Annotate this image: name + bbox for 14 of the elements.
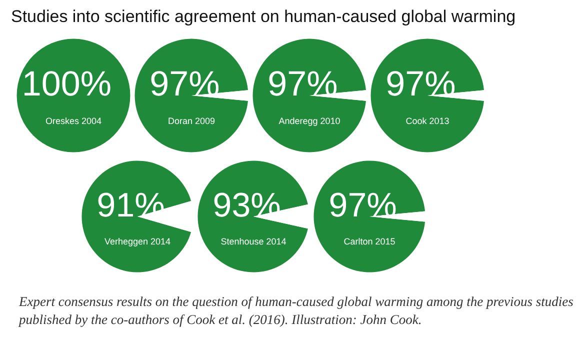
slice-label: Stenhouse 2014	[220, 236, 286, 247]
slice-label: Anderegg 2010	[278, 116, 340, 126]
data-label: 97%	[328, 186, 397, 224]
data-label: 97%	[386, 64, 456, 104]
slice-label: Doran 2009	[168, 116, 216, 126]
data-label: 97%	[150, 64, 220, 104]
slice-label: Oreskes 2004	[45, 116, 102, 126]
slice-label: Verheggen 2014	[104, 236, 171, 247]
data-label: 100%	[22, 64, 112, 104]
slice-label: Carlton 2015	[344, 236, 396, 247]
slice-label: Cook 2013	[406, 116, 450, 126]
data-label: 97%	[268, 64, 338, 104]
text: Studies into scientific agreement on human-caused global warming	[11, 6, 516, 28]
text: Expert consensus results on the question of human-caused global warming among the previous studies published by the co-authors of Cook et al. (2016). Illustration: John Cook.	[19, 293, 574, 328]
